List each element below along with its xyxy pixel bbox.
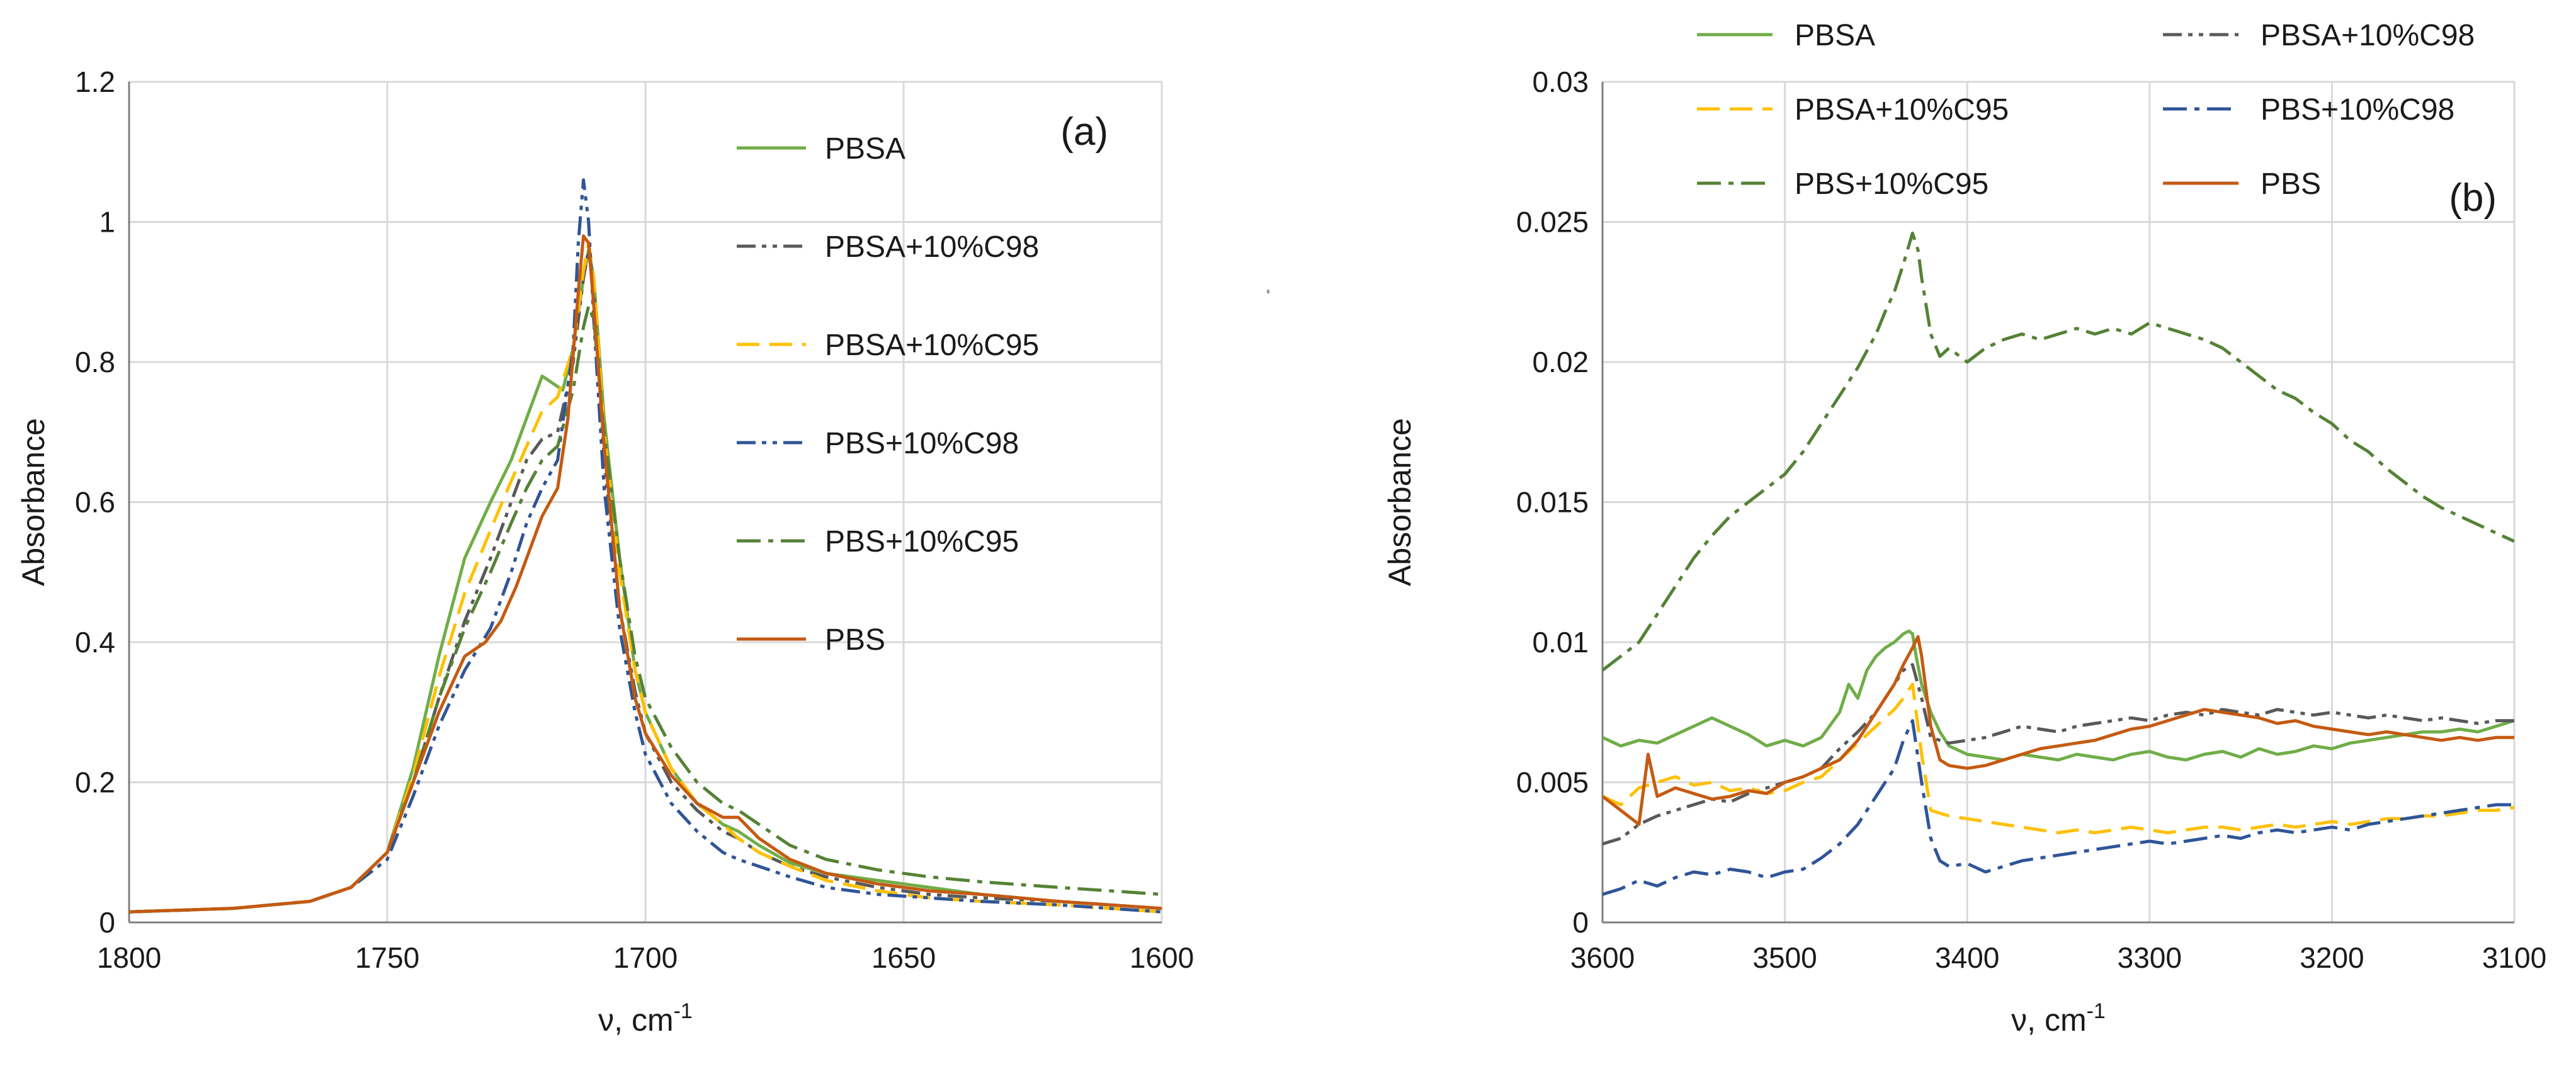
- legend-label: PBS+10%C95: [825, 525, 1019, 558]
- x-tick-label: 1800: [97, 941, 161, 974]
- legend-label: PBSA+10%C98: [2261, 19, 2475, 52]
- chart-panel-a: 1800 1750 1700 1650 1600 0 0.2 0.4 0.6 0.8 1 1.2 ν, …: [16, 65, 1194, 1038]
- x-tick-label: 3200: [2300, 941, 2364, 974]
- y-tick-label: 0.4: [75, 626, 115, 659]
- legend-label: PBS: [2261, 167, 2321, 201]
- y-tick-label: 0.01: [1532, 626, 1589, 659]
- x-tick-label: 1650: [871, 941, 936, 974]
- legend-label: PBSA+10%C98: [825, 230, 1039, 264]
- panel-label: (a): [1060, 110, 1108, 154]
- y-tick-label: 0.2: [75, 766, 115, 799]
- chart-panel-b: 3600 3500 3400 3300 3200 3100 0 0.005 0.01 0.015 0…: [1382, 19, 2546, 1038]
- y-axis-title: Absorbance: [16, 418, 51, 586]
- x-tick-label: 3600: [1570, 941, 1635, 974]
- series-line-pbs-10-c98: [1603, 719, 2514, 896]
- legend-label: PBS+10%C98: [2261, 93, 2454, 127]
- x-tick-label: 3300: [2118, 941, 2182, 974]
- legend-label: PBSA+10%C95: [825, 329, 1039, 362]
- y-tick-label: 0.005: [1516, 766, 1589, 799]
- x-tick-label: 1700: [613, 941, 678, 974]
- y-tick-label: 0.6: [75, 486, 115, 519]
- series-line-pbs: [129, 234, 1162, 914]
- legend-label: PBSA: [1795, 19, 1875, 52]
- series-group: [1603, 231, 2514, 896]
- legend: PBSA PBSA+10%C98 PBSA+10%C95 PBS+10%C98 PBS+…: [737, 132, 1039, 657]
- stray-dot: [1267, 290, 1269, 293]
- x-axis-title: ν, cm-1: [598, 999, 693, 1038]
- y-tick-label: 1: [99, 206, 115, 239]
- y-tick-label: 0.03: [1532, 65, 1589, 98]
- legend-label: PBS+10%C95: [1795, 167, 1989, 201]
- legend-label: PBS+10%C98: [825, 427, 1019, 460]
- y-tick-label: 0: [99, 906, 115, 939]
- y-tick-label: 0.015: [1516, 486, 1589, 519]
- x-tick-label: 3500: [1752, 941, 1817, 974]
- panel-label: (b): [2449, 176, 2497, 220]
- series-line-pbs: [1603, 635, 2514, 826]
- x-tick-label: 1600: [1130, 941, 1194, 974]
- x-tick-label: 1750: [355, 941, 419, 974]
- legend-label: PBS: [825, 623, 885, 657]
- legend-label: PBSA: [825, 132, 905, 166]
- x-tick-label: 3400: [1935, 941, 1999, 974]
- y-tick-label: 1.2: [75, 65, 115, 98]
- y-tick-label: 0.025: [1516, 206, 1589, 239]
- series-line-pbs-10-c95: [1603, 231, 2514, 672]
- series-group: [129, 178, 1162, 914]
- series-line-pbsa: [1603, 629, 2514, 762]
- legend-label: PBSA+10%C95: [1795, 93, 2009, 127]
- legend: PBSA PBSA+10%C98 PBSA+10%C95 PBS+10%C98 PBS+…: [1697, 19, 2475, 201]
- series-line-pbsa-10-c98: [1603, 663, 2514, 846]
- x-axis-title: ν, cm-1: [2011, 999, 2106, 1038]
- y-tick-label: 0.02: [1532, 346, 1589, 378]
- y-tick-label: 0: [1572, 906, 1589, 939]
- y-tick-label: 0.8: [75, 346, 115, 378]
- x-tick-label: 3100: [2482, 941, 2546, 974]
- y-axis-title: Absorbance: [1382, 418, 1417, 586]
